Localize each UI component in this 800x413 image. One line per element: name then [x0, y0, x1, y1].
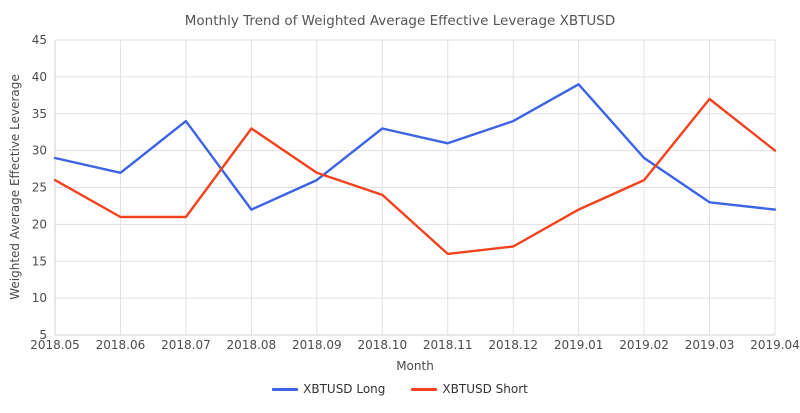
x-tick-label: 2018.09 [292, 338, 342, 352]
y-tick-label: 20 [32, 217, 47, 231]
x-tick-label: 2018.05 [30, 338, 80, 352]
legend: XBTUSD Long XBTUSD Short [0, 382, 800, 396]
series-line-xbtusd-short [53, 97, 777, 256]
long-series-swatch [272, 387, 299, 391]
legend-item-xbtusd-long[interactable]: XBTUSD Long [272, 382, 385, 396]
x-tick-label: 2018.07 [161, 338, 211, 352]
short-series-swatch [411, 387, 438, 391]
y-tick-label: 5 [39, 328, 47, 342]
x-tick-label: 2018.08 [227, 338, 277, 352]
y-tick-label: 10 [32, 291, 47, 305]
legend-item-xbtusd-short[interactable]: XBTUSD Short [411, 382, 528, 396]
x-tick-label: 2018.12 [488, 338, 538, 352]
y-tick-label: 15 [32, 254, 47, 268]
y-tick-label: 30 [32, 144, 47, 158]
x-tick-label: 2018.06 [96, 338, 146, 352]
legend-label-short: XBTUSD Short [442, 382, 528, 396]
chart-title: Monthly Trend of Weighted Average Effect… [184, 13, 616, 29]
x-tick-label: 2019.03 [685, 338, 735, 352]
series-line-xbtusd-long [53, 83, 777, 211]
y-tick-label: 35 [32, 107, 47, 121]
x-tick-label: 2019.02 [619, 338, 669, 352]
y-tick-label: 45 [32, 33, 47, 47]
y-tick-label: 25 [32, 181, 47, 195]
x-axis-title: Month [396, 359, 434, 373]
x-tick-label: 2019.01 [554, 338, 604, 352]
x-tick-label: 2019.04 [750, 338, 800, 352]
y-axis-title: Weighted Average Effective Leverage [8, 74, 22, 300]
legend-label-long: XBTUSD Long [303, 382, 386, 396]
x-tick-label: 2018.10 [357, 338, 407, 352]
y-tick-label: 40 [32, 70, 47, 84]
x-tick-label: 2018.11 [423, 338, 473, 352]
